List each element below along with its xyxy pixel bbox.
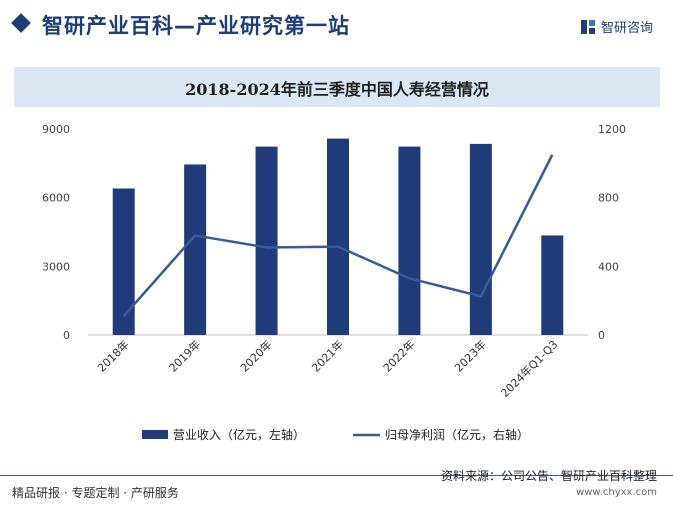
page-title: 智研产业百科—产业研究第一站 [42, 14, 350, 38]
footer-url: www.chyxx.com [576, 487, 657, 498]
x-tick-label: 2024年Q1-Q3 [498, 337, 561, 400]
logo-icon [580, 19, 595, 34]
legend-bar-label: 营业收入（亿元，左轴） [173, 427, 305, 442]
source-note: 资料来源：公司公告、智研产业百科整理 [440, 469, 657, 483]
x-tick-label: 2022年 [380, 337, 417, 374]
chart-title: 2018-2024年前三季度中国人寿经营情况 [185, 80, 489, 99]
bar [184, 164, 207, 335]
brand-logo: 智研咨询 [580, 17, 653, 36]
y-left-tick-label: 6000 [42, 192, 70, 205]
chart: 0 3000 6000 9000 0 400 800 1200 2018年 2019年 2020年 2… [42, 123, 626, 442]
y-right-tick-label: 0 [598, 329, 605, 342]
y-right-tick-label: 400 [598, 260, 619, 273]
x-tick-label: 2020年 [237, 337, 274, 374]
x-tick-label: 2023年 [452, 337, 489, 374]
footer-tagline: 精品研报 · 专题定制 · 产研服务 [12, 486, 179, 500]
bar [469, 143, 492, 335]
header: 智研产业百科—产业研究第一站 智研咨询 [0, 0, 673, 52]
y-left-tick-label: 0 [63, 329, 70, 342]
bar [255, 146, 278, 335]
y-left-tick-label: 9000 [42, 123, 70, 136]
y-right-tick-label: 800 [598, 192, 619, 205]
y-left-tick-label: 3000 [42, 260, 70, 273]
x-tick-label: 2018年 [94, 337, 131, 374]
chart-title-band: 2018-2024年前三季度中国人寿经营情况 [14, 67, 660, 107]
legend-line-label: 归母净利润（亿元，右轴） [385, 427, 529, 442]
x-tick-label: 2021年 [309, 337, 346, 374]
bar [398, 146, 421, 335]
legend-bar-swatch [142, 430, 168, 439]
bar [112, 188, 135, 335]
bar [327, 138, 349, 335]
x-tick-label: 2019年 [166, 337, 203, 374]
logo-text: 智研咨询 [600, 21, 653, 36]
bar [541, 235, 564, 335]
y-right-tick-label: 1200 [598, 123, 626, 136]
footer-divider [0, 475, 673, 476]
